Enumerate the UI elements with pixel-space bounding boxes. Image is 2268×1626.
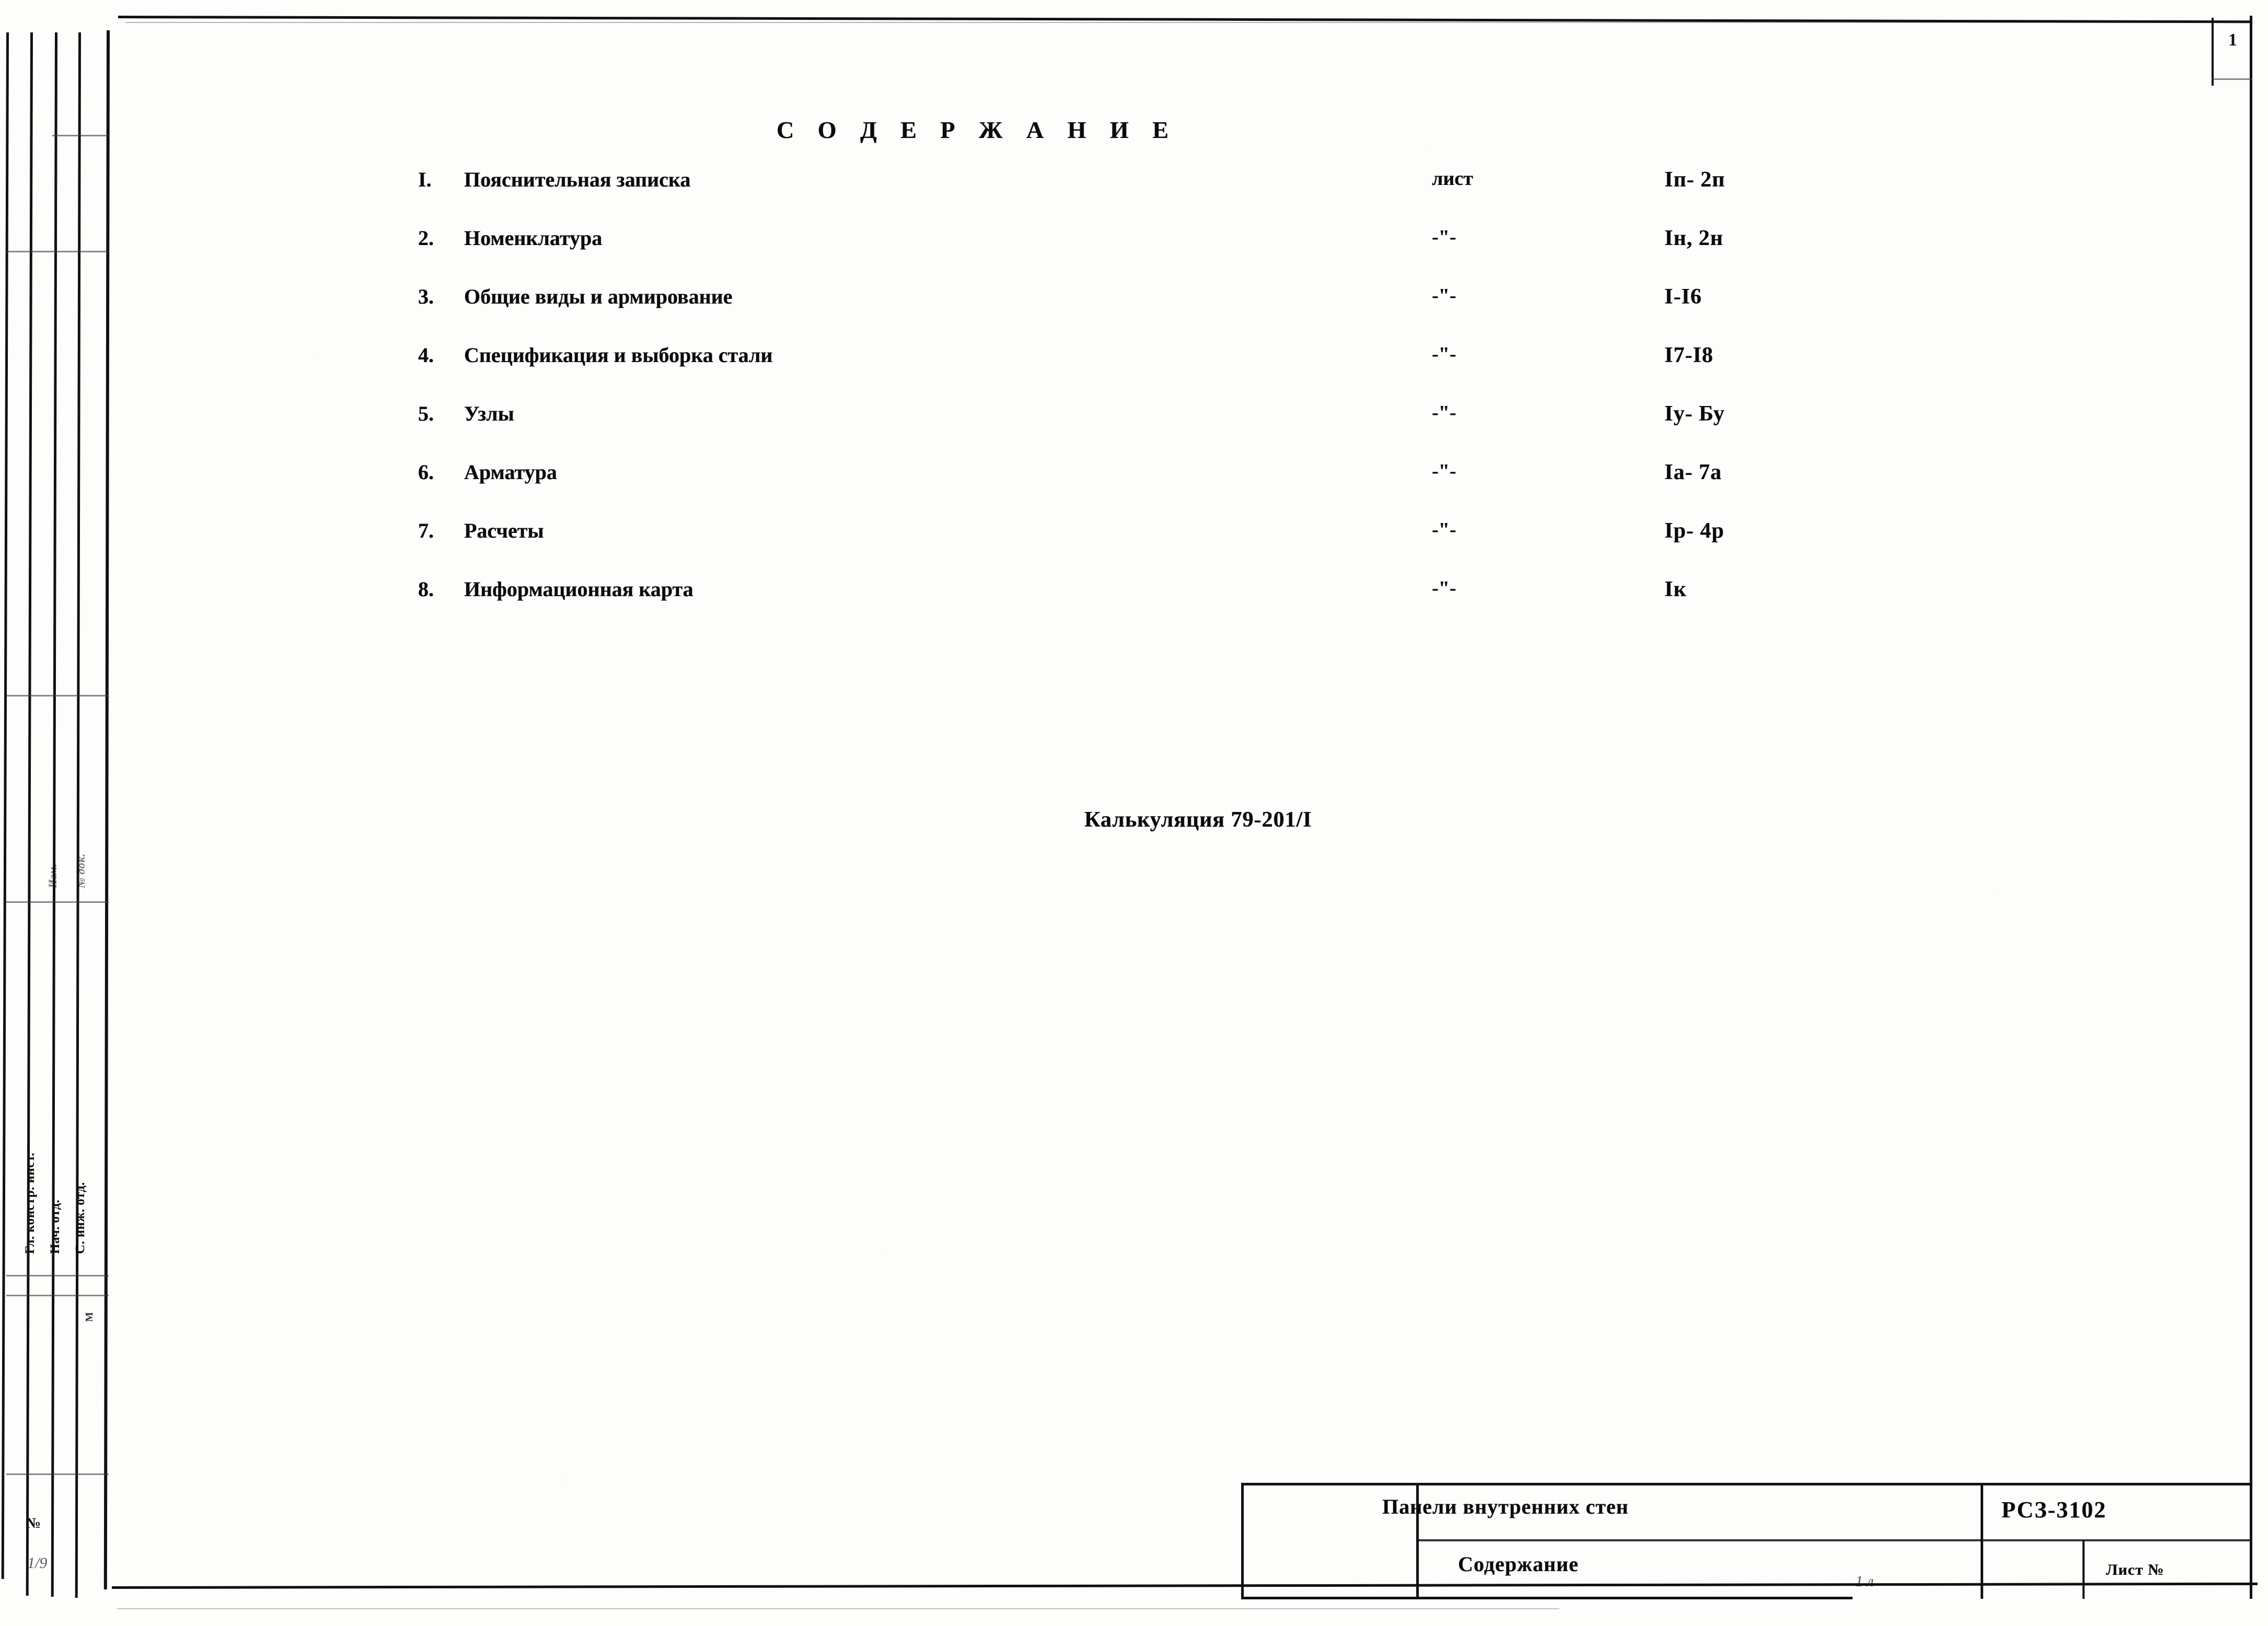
title-block-divider-1	[1416, 1483, 1419, 1599]
toc-item-unit: -"-	[1432, 226, 1456, 248]
toc-item-pages: Iк	[1664, 577, 1687, 601]
margin-cross-rule-a	[52, 135, 109, 136]
margin-cross-rule-g	[6, 1473, 109, 1475]
margin-cross-rule-f	[6, 1295, 109, 1296]
toc-item-pages: Iу- Бу	[1664, 402, 1725, 426]
margin-cross-rule-b	[6, 251, 109, 252]
toc-item-unit: -"-	[1432, 343, 1456, 365]
toc-row: 4. Спецификация и выборка стали -"- I7-I…	[0, 343, 2268, 372]
toc-item-pages: Iа- 7а	[1664, 460, 1722, 484]
margin-cross-rule-e	[6, 1275, 109, 1276]
toc-item-number: 8.	[418, 577, 434, 601]
toc-item-unit: лист	[1432, 168, 1473, 190]
margin-number-mark: №	[26, 1515, 41, 1531]
margin-cross-rule-c	[6, 695, 109, 696]
corner-box-bottom-edge	[2212, 78, 2252, 80]
title-block-sheet-number-label: Лист №	[2106, 1561, 2165, 1578]
toc-item-unit: -"-	[1432, 577, 1456, 599]
toc-item-pages: I7-I8	[1664, 343, 1714, 367]
title-block-midrule-code	[1983, 1539, 2250, 1541]
toc-item-number: 3.	[418, 285, 434, 308]
margin-handwritten-mark: 1/9	[27, 1554, 48, 1572]
toc-item-number: I.	[418, 168, 432, 191]
title-block-divider-2	[1981, 1483, 1983, 1599]
toc-item-label: Пояснительная записка	[464, 168, 691, 191]
toc-item-number: 7.	[418, 519, 434, 542]
title-block-top-rule	[1241, 1483, 2252, 1485]
toc-row: 5. Узлы -"- Iу- Бу	[0, 401, 2268, 431]
margin-label-senior-engineer: С. инж. отд.	[73, 1182, 87, 1254]
toc-item-unit: -"-	[1432, 519, 1456, 541]
toc-item-label: Арматура	[464, 460, 557, 484]
corner-tick-mark: 1	[2228, 30, 2237, 50]
margin-label-scale: М	[84, 1311, 95, 1322]
title-block-divider-3	[2082, 1540, 2085, 1599]
toc-item-pages: Iп- 2п	[1664, 168, 1726, 192]
toc-item-label: Спецификация и выборка стали	[464, 343, 773, 367]
toc-item-label: Номенклатура	[464, 226, 603, 250]
toc-row: 7. Расчеты -"- Iр- 4р	[0, 518, 2268, 548]
margin-scribble-izm: Изм.	[46, 863, 59, 888]
margin-rule-1	[1, 32, 9, 1579]
toc-item-unit: -"-	[1432, 285, 1456, 307]
title-block-sheet-name: Содержание	[1458, 1552, 1579, 1576]
title-block-object-name: Панели внутренних стен	[1382, 1495, 1629, 1518]
title-block-left-rule	[1241, 1483, 1244, 1599]
border-right	[2250, 16, 2252, 1588]
toc-item-number: 5.	[418, 402, 434, 425]
title-block-right-rule	[2250, 1483, 2252, 1599]
toc-item-number: 4.	[418, 343, 434, 367]
margin-label-head-dept: Нач. отд.	[48, 1199, 62, 1254]
page-title: С О Д Е Р Ж А Н И Е	[777, 117, 1177, 143]
toc-item-label: Информационная карта	[464, 577, 693, 601]
toc-row: 3. Общие виды и армирование -"- I-I6	[0, 284, 2268, 313]
border-bottom-hairline	[117, 1608, 1559, 1609]
toc-item-unit: -"-	[1432, 460, 1456, 482]
title-block: Панели внутренних стен Содержание РСЗ-31…	[1241, 1483, 2252, 1604]
margin-rule-5	[103, 30, 110, 1590]
title-block-bottom-rule	[1241, 1597, 1853, 1599]
toc-item-pages: Iр- 4р	[1664, 519, 1725, 543]
margin-cross-rule-d	[6, 901, 109, 903]
corner-box-right-edge	[2212, 18, 2214, 86]
toc-item-label: Узлы	[464, 402, 514, 425]
toc-item-label: Общие виды и армирование	[464, 285, 733, 308]
border-top-hairline	[125, 22, 2247, 23]
margin-rule-4	[75, 32, 81, 1598]
toc-row: 2. Номенклатура -"- Iн, 2н	[0, 226, 2268, 255]
toc-item-number: 2.	[418, 226, 434, 250]
title-block-pen-mark: 1 л	[1855, 1573, 1874, 1590]
toc-item-number: 6.	[418, 460, 434, 484]
toc-item-pages: I-I6	[1664, 285, 1702, 309]
title-block-midrule-object	[1419, 1539, 1981, 1541]
margin-rule-3	[51, 32, 57, 1597]
margin-label-chief-designer: Гл. констр. инст.	[23, 1152, 37, 1254]
toc-row: I. Пояснительная записка лист Iп- 2п	[0, 167, 2268, 196]
toc-item-label: Расчеты	[464, 519, 544, 542]
toc-row: 6. Арматура -"- Iа- 7а	[0, 460, 2268, 489]
margin-rule-2	[26, 32, 33, 1596]
calculation-reference: Калькуляция 79-201/I	[1084, 808, 1312, 832]
toc-row: 8. Информационная карта -"- Iк	[0, 577, 2268, 606]
title-block-drawing-code: РСЗ-3102	[2001, 1497, 2107, 1523]
toc-item-unit: -"-	[1432, 402, 1456, 424]
margin-scribble-docno: № док.	[74, 853, 87, 888]
toc-item-pages: Iн, 2н	[1664, 226, 1723, 250]
